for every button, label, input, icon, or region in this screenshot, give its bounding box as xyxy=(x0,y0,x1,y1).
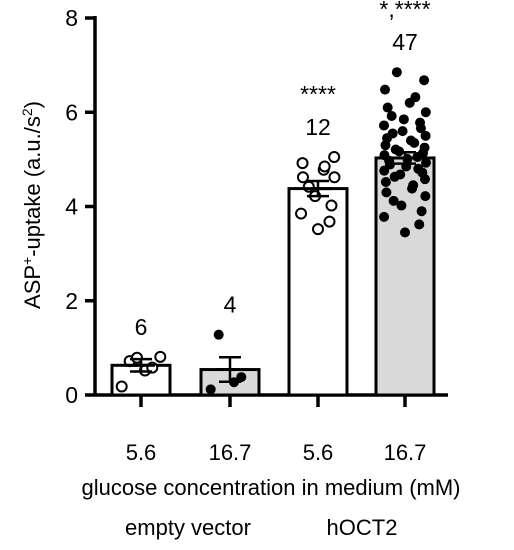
data-point xyxy=(323,215,336,228)
data-point xyxy=(296,157,309,170)
data-point xyxy=(413,163,424,174)
data-point xyxy=(380,176,391,187)
data-point xyxy=(397,126,408,137)
plot-area: 0 2 4 6 8 5.6 6 16.7 4 5.6 12 **** 16.7 47 *,**** xyxy=(65,0,448,465)
y-axis-title: ASP+-uptake (a.u./s2) xyxy=(19,101,45,309)
data-point xyxy=(388,195,399,206)
bar xyxy=(287,187,349,397)
x-axis-title: glucose concentration in medium (mM) xyxy=(81,475,460,500)
data-point xyxy=(414,219,425,230)
data-point xyxy=(416,206,427,217)
n-label: 4 xyxy=(224,292,237,318)
y-tick-label: 2 xyxy=(65,288,78,314)
data-point xyxy=(312,223,324,236)
data-point xyxy=(405,135,416,146)
x-tick-label: 16.7 xyxy=(384,440,427,465)
data-point xyxy=(379,150,390,161)
data-point xyxy=(381,187,392,198)
data-point xyxy=(419,75,430,86)
data-point xyxy=(396,200,407,211)
data-point xyxy=(302,180,315,193)
n-label: 12 xyxy=(305,114,331,140)
data-point xyxy=(380,84,391,95)
data-point xyxy=(379,211,390,222)
data-point xyxy=(379,120,390,131)
data-point xyxy=(400,227,410,238)
data-point xyxy=(328,171,341,184)
data-point xyxy=(325,199,338,212)
data-point xyxy=(395,169,406,180)
data-point xyxy=(420,107,431,118)
data-point xyxy=(295,207,308,220)
data-point xyxy=(398,114,409,125)
data-point xyxy=(410,92,421,103)
x-tick-label: 5.6 xyxy=(126,440,157,465)
group-label-hoct2: hOCT2 xyxy=(327,515,398,540)
x-tick-label: 16.7 xyxy=(209,440,252,465)
y-tick-label: 8 xyxy=(65,5,78,31)
data-point xyxy=(391,67,402,78)
data-point xyxy=(382,102,393,113)
n-label: 6 xyxy=(135,314,148,340)
data-point xyxy=(236,372,247,383)
significance-label: *,**** xyxy=(379,0,430,22)
data-point xyxy=(415,117,426,128)
x-tick-label: 5.6 xyxy=(303,440,334,465)
data-point xyxy=(387,128,398,139)
group-label-empty-vector: empty vector xyxy=(125,515,251,540)
data-point xyxy=(318,160,331,173)
data-point xyxy=(213,329,224,340)
data-point xyxy=(420,191,431,202)
data-point xyxy=(205,384,216,395)
data-point xyxy=(296,171,309,184)
data-point xyxy=(115,380,128,393)
significance-label: **** xyxy=(300,81,336,107)
data-point xyxy=(420,130,431,141)
data-point xyxy=(419,142,430,153)
y-tick-label: 6 xyxy=(65,99,78,125)
data-point xyxy=(420,157,431,168)
data-point xyxy=(328,151,341,164)
data-point xyxy=(386,111,397,122)
y-tick-label: 0 xyxy=(65,382,78,408)
n-label: 47 xyxy=(392,29,418,55)
data-point xyxy=(154,350,167,363)
y-tick-label: 4 xyxy=(65,194,78,220)
data-point xyxy=(408,180,419,191)
